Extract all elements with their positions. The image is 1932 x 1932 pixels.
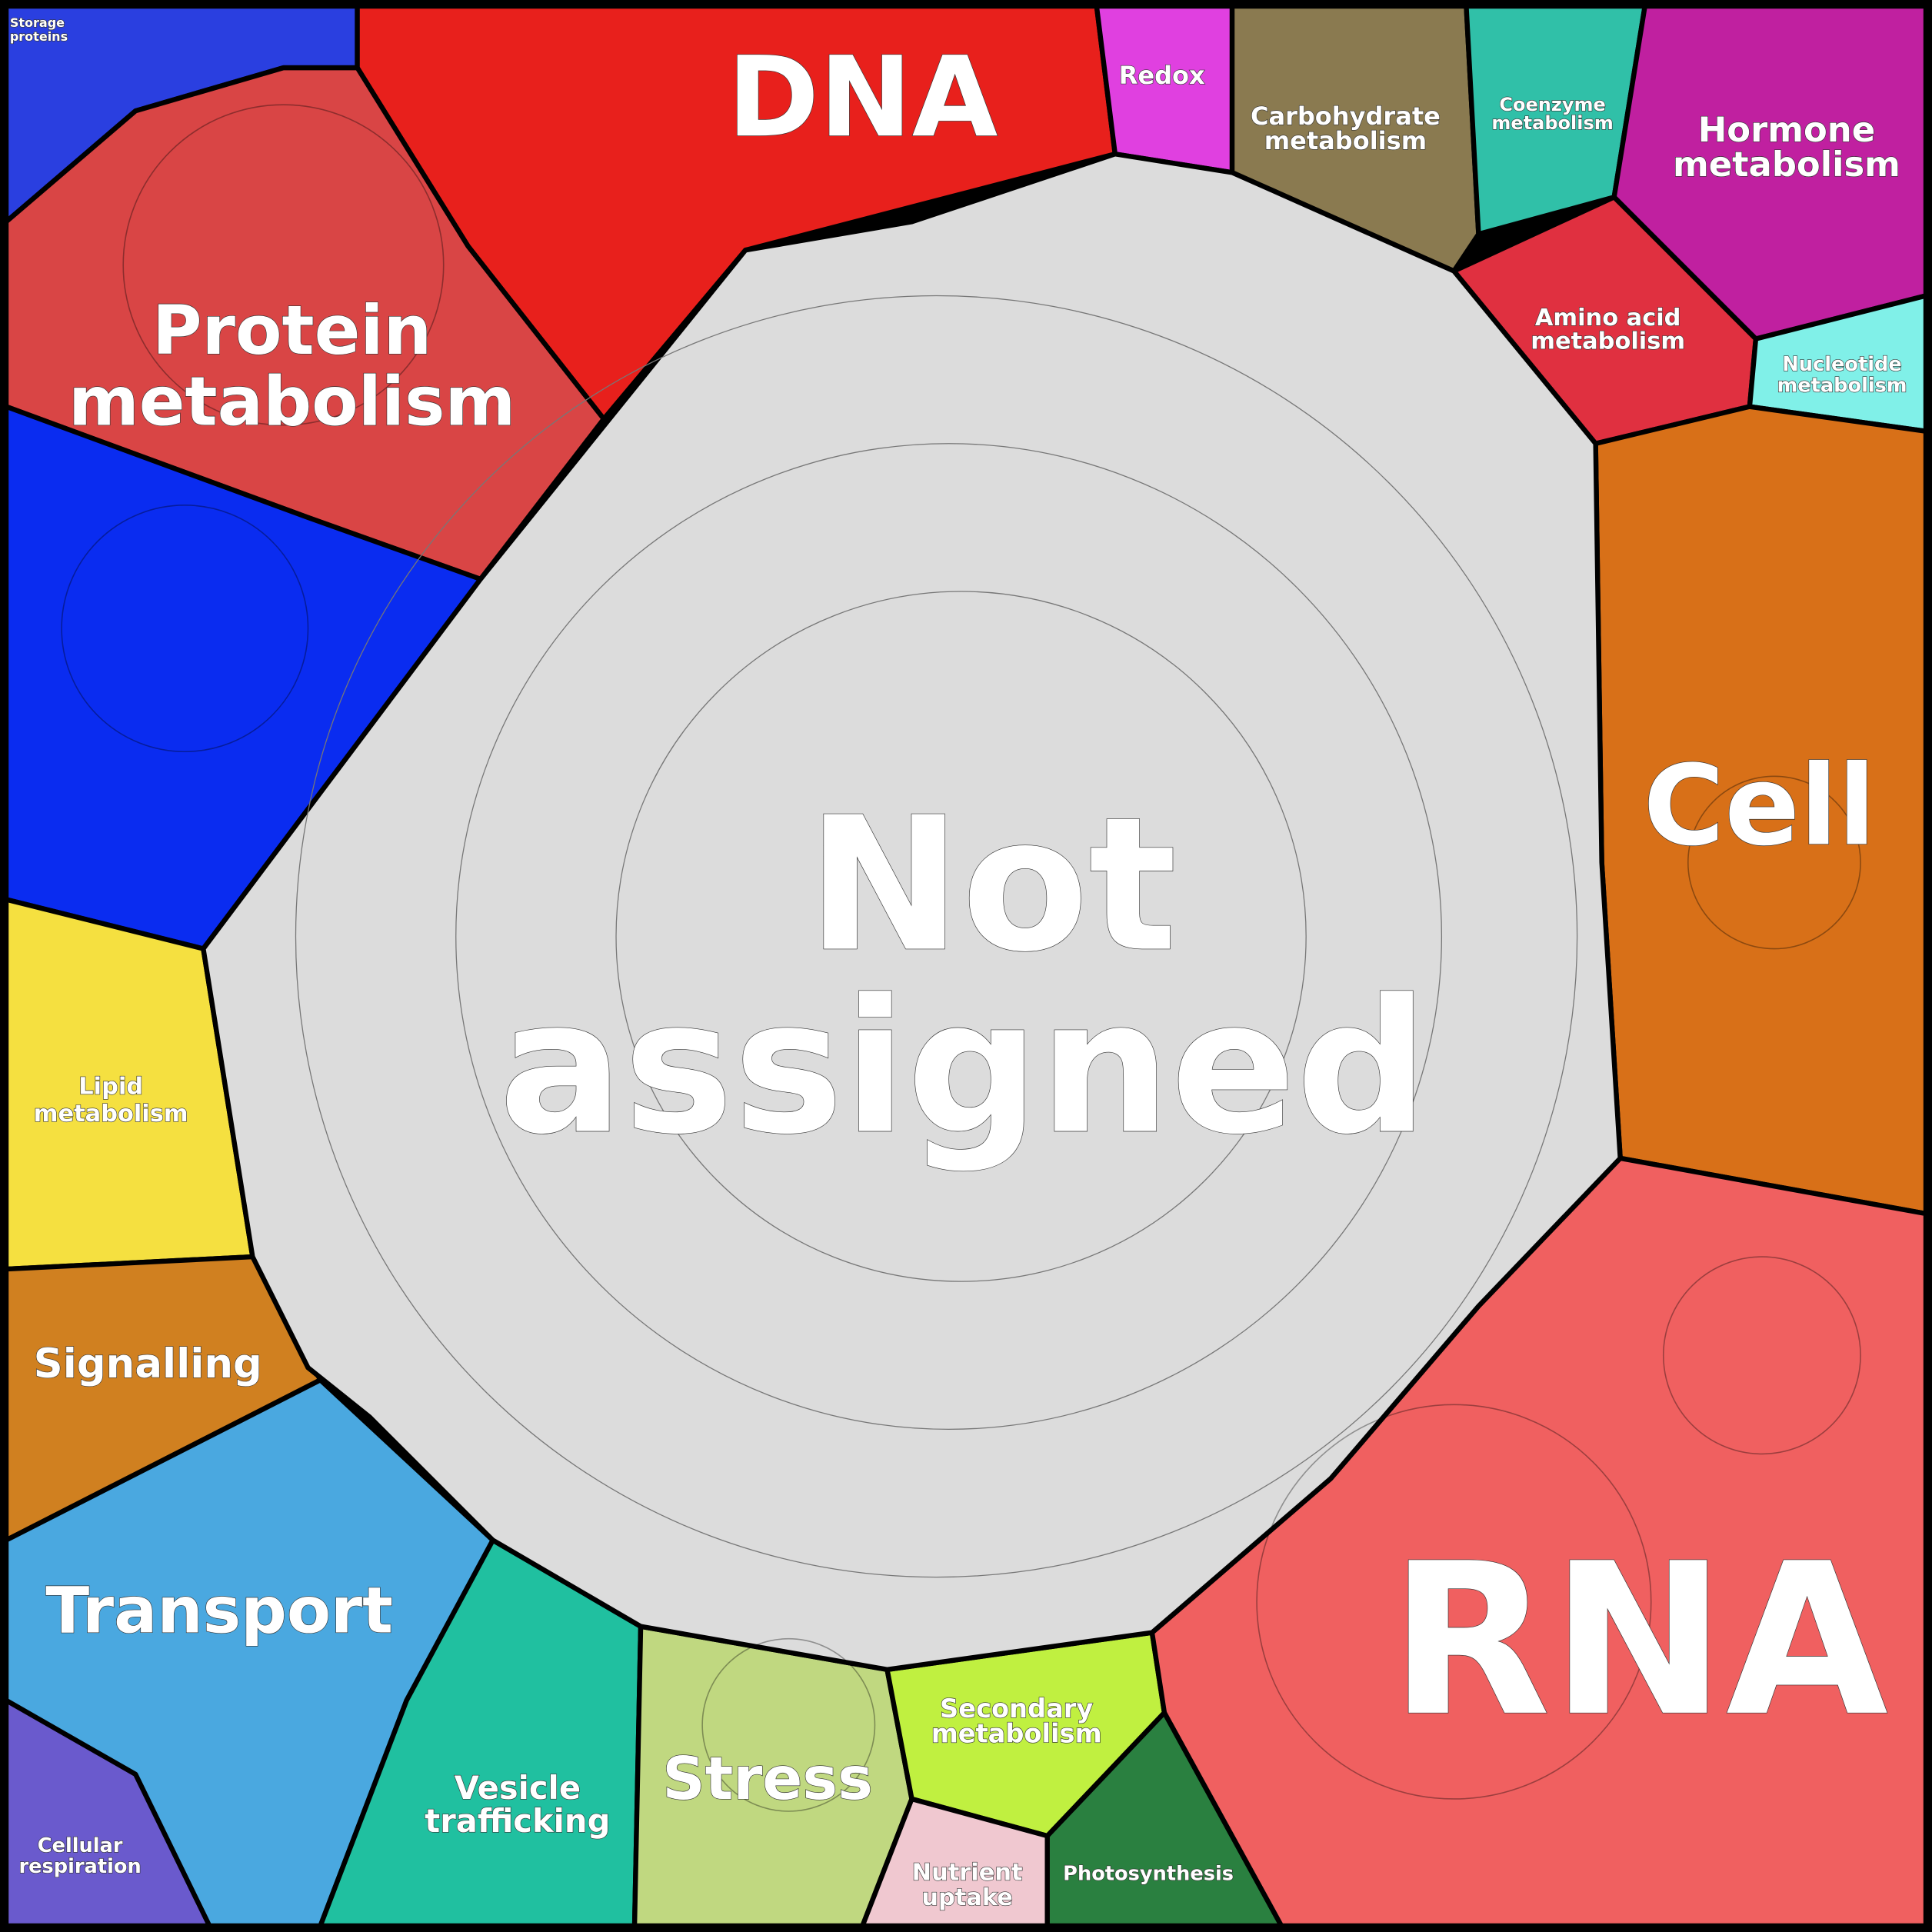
- region-label: Cellular respiration: [19, 1834, 142, 1878]
- cell-outline: [295, 295, 1578, 1578]
- label-line: Amino acid: [1535, 305, 1681, 331]
- region-label: Transport: [45, 1574, 393, 1648]
- label-line: Lipid: [78, 1074, 143, 1101]
- cell-outline: [61, 505, 309, 753]
- label-line: trafficking: [425, 1802, 610, 1840]
- label-line: assigned: [498, 960, 1428, 1175]
- label-line: Nucleotide: [1782, 353, 1901, 376]
- region-label: Redox: [1119, 61, 1205, 90]
- label-line: uptake: [921, 1884, 1013, 1911]
- cell-outline: [701, 1637, 876, 1812]
- region-label: Cell: [1643, 741, 1875, 871]
- label-line: proteins: [10, 29, 68, 44]
- cell-outline: [1687, 775, 1861, 950]
- region-label: Nucleotide metabolism: [1777, 353, 1907, 397]
- label-line: Storage: [10, 15, 65, 30]
- label-line: Nutrient: [912, 1860, 1023, 1887]
- label-line: Not: [807, 778, 1177, 993]
- label-line: metabolism: [34, 1101, 188, 1128]
- region-label: Vesicle trafficking: [425, 1769, 610, 1840]
- label-line: respiration: [19, 1855, 142, 1878]
- region-label: Secondary metabolism: [931, 1694, 1102, 1748]
- label-line: Cellular: [38, 1834, 123, 1857]
- region-label: Nutrient uptake: [912, 1860, 1023, 1911]
- region-label: Protein metabolism: [68, 291, 515, 441]
- label-line: metabolism: [1264, 126, 1427, 155]
- region-label: DNA: [727, 33, 998, 162]
- region-label: Carbohydrate metabolism: [1251, 102, 1441, 155]
- region-respiration: [3, 1697, 212, 1929]
- label-line: metabolism: [931, 1718, 1102, 1748]
- region-label: RNA: [1390, 1519, 1890, 1763]
- label-line: Carbohydrate: [1251, 102, 1441, 131]
- region-label: Stress: [662, 1745, 873, 1814]
- region-label: Photosynthesis: [1063, 1863, 1234, 1886]
- region-label: Hormone metabolism: [1673, 109, 1900, 185]
- label-line: Secondary: [940, 1694, 1093, 1724]
- label-line: metabolism: [1531, 328, 1685, 355]
- region-label: Lipid metabolism: [34, 1074, 188, 1128]
- cell-outline: [615, 591, 1307, 1282]
- label-line: Hormone: [1698, 109, 1875, 150]
- region-label: Not assigned: [498, 778, 1428, 1175]
- region-label: Coenzyme metabolism: [1491, 94, 1613, 134]
- label-line: Coenzyme: [1499, 94, 1605, 115]
- region-carbohydrate: [1229, 3, 1481, 274]
- label-line: Protein: [152, 291, 431, 370]
- cell-outline: [122, 104, 445, 426]
- label-line: metabolism: [1777, 374, 1907, 397]
- label-line: metabolism: [1491, 112, 1613, 134]
- region-label: Storage proteins: [10, 15, 68, 44]
- label-line: metabolism: [68, 362, 515, 441]
- region-label: Signalling: [34, 1341, 262, 1387]
- cell-outline: [1662, 1256, 1861, 1455]
- label-line: Vesicle: [455, 1769, 581, 1807]
- cell-outline: [455, 443, 1443, 1431]
- region-label: Amino acid metabolism: [1531, 305, 1685, 355]
- cell-outline: [1256, 1404, 1652, 1800]
- label-line: metabolism: [1673, 144, 1900, 185]
- region-not-assigned: [201, 152, 1623, 1672]
